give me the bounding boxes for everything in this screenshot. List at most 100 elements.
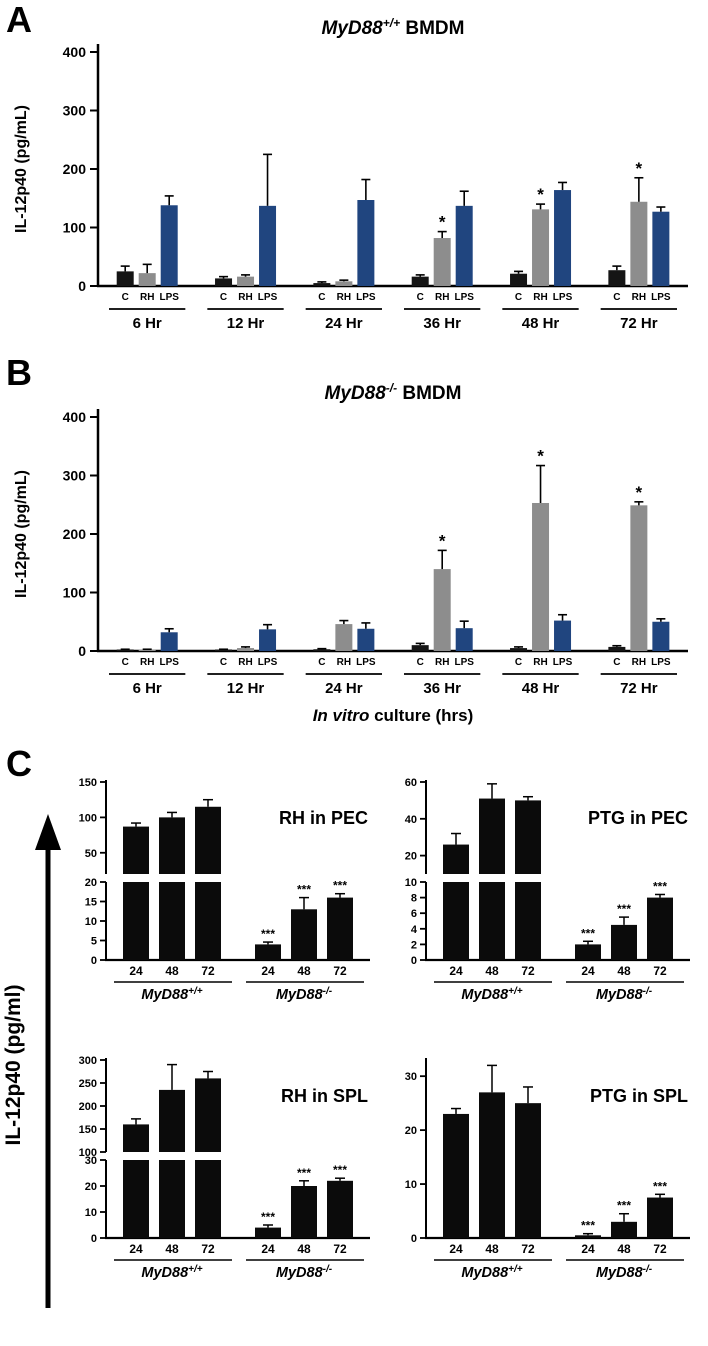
x-tick-label: 48 bbox=[297, 1242, 311, 1256]
significance-stars: *** bbox=[653, 1179, 667, 1193]
group-label: MyD88+/+ bbox=[141, 1264, 202, 1281]
group-label: 24 Hr bbox=[325, 680, 363, 697]
bar-C bbox=[608, 646, 626, 651]
panel-c: C IL-12p40 (pg/ml) 50 100 150 0 5 10 15 20 24 48 7… bbox=[0, 744, 708, 1345]
bar-label: RH bbox=[337, 657, 351, 668]
y-tick-label: 60 bbox=[405, 777, 417, 789]
group-label: 24 Hr bbox=[325, 315, 363, 332]
bar bbox=[479, 1092, 505, 1238]
bar-RH bbox=[630, 201, 648, 286]
x-tick-label: 48 bbox=[485, 964, 499, 978]
bar-upper bbox=[123, 1124, 149, 1152]
panel-c-y-axis: IL-12p40 (pg/ml) bbox=[2, 766, 64, 1345]
group-label: 36 Hr bbox=[423, 680, 461, 697]
panel-c-axis-svg: IL-12p40 (pg/ml) bbox=[2, 814, 61, 1308]
bar bbox=[291, 909, 317, 960]
y-tick-label: 0 bbox=[91, 955, 97, 967]
bar-label: LPS bbox=[651, 657, 671, 668]
bar-LPS bbox=[652, 211, 670, 286]
x-tick-label: 72 bbox=[521, 964, 535, 978]
y-tick-label: 100 bbox=[63, 220, 87, 236]
bar-upper bbox=[159, 817, 185, 874]
significance-stars: *** bbox=[297, 1166, 311, 1180]
bar bbox=[327, 897, 353, 960]
y-tick-label: 20 bbox=[85, 877, 97, 889]
bar-LPS bbox=[652, 621, 670, 651]
y-tick-label: 150 bbox=[79, 777, 97, 789]
x-tick-label: 48 bbox=[165, 964, 179, 978]
bar bbox=[195, 882, 221, 960]
bar-label: LPS bbox=[651, 292, 671, 303]
bar-C bbox=[215, 278, 233, 286]
y-tick-label: 30 bbox=[85, 1155, 97, 1167]
y-tick-label: 400 bbox=[63, 44, 87, 60]
bar bbox=[327, 1180, 353, 1238]
chart-title: MyD88+/+ BMDM bbox=[322, 16, 465, 39]
chart-rh-spl-mount: 100 150 200 250 300 0 10 20 30 24 48 72 MyD88+/+ *** 2… bbox=[64, 1044, 376, 1316]
x-tick-label: 48 bbox=[617, 1242, 631, 1256]
bar-RH bbox=[237, 276, 255, 286]
bar-C bbox=[215, 649, 233, 651]
x-tick-label: 72 bbox=[653, 964, 667, 978]
x-tick-label: 24 bbox=[449, 1242, 463, 1256]
bar-label: LPS bbox=[356, 292, 376, 303]
y-tick-label: 20 bbox=[405, 1125, 417, 1137]
bar-label: C bbox=[515, 657, 522, 668]
bar-upper bbox=[443, 844, 469, 874]
y-tick-label: 100 bbox=[79, 812, 97, 824]
chart-label: PTG in SPL bbox=[590, 1086, 688, 1106]
bar-label: C bbox=[417, 657, 424, 668]
bar-label: C bbox=[613, 292, 620, 303]
bar-label: C bbox=[122, 657, 129, 668]
bar-C bbox=[411, 645, 429, 651]
group-label: MyD88-/- bbox=[596, 986, 653, 1003]
y-tick-label: 30 bbox=[405, 1071, 417, 1083]
bar-LPS bbox=[160, 205, 178, 286]
bar bbox=[159, 882, 185, 960]
y-tick-label: 40 bbox=[405, 814, 417, 826]
bar-LPS bbox=[554, 190, 572, 286]
bar-label: C bbox=[220, 657, 227, 668]
significance-stars: *** bbox=[333, 1163, 347, 1177]
x-tick-label: 72 bbox=[201, 1242, 215, 1256]
bar bbox=[575, 944, 601, 960]
bar-C bbox=[510, 273, 528, 286]
y-tick-label: 0 bbox=[411, 1233, 417, 1245]
bar-LPS bbox=[357, 628, 375, 651]
x-tick-label: 24 bbox=[581, 964, 595, 978]
bar-label: RH bbox=[533, 657, 547, 668]
x-tick-label: 24 bbox=[129, 1242, 143, 1256]
bar bbox=[123, 882, 149, 960]
bar-label: C bbox=[220, 292, 227, 303]
significance-star: * bbox=[439, 531, 446, 550]
significance-star: * bbox=[636, 159, 643, 178]
bar-C bbox=[313, 283, 331, 286]
y-tick-label: 300 bbox=[63, 468, 87, 484]
y-tick-label: 20 bbox=[405, 851, 417, 863]
panel-c-grid: 50 100 150 0 5 10 15 20 24 48 72 MyD88+/+ *** 24 *** 48… bbox=[64, 766, 696, 1316]
y-tick-label: 10 bbox=[405, 877, 417, 889]
y-tick-label: 250 bbox=[79, 1078, 97, 1090]
y-tick-label: 300 bbox=[63, 103, 87, 119]
bar-RH bbox=[237, 648, 255, 651]
significance-stars: *** bbox=[261, 927, 275, 941]
bar bbox=[291, 1186, 317, 1238]
bar-label: LPS bbox=[258, 657, 278, 668]
chart-title: MyD88-/- BMDM bbox=[325, 381, 462, 404]
significance-stars: *** bbox=[333, 879, 347, 893]
bar bbox=[611, 924, 637, 960]
bar bbox=[255, 944, 281, 960]
bar-label: RH bbox=[140, 657, 154, 668]
significance-stars: *** bbox=[653, 879, 667, 893]
bar bbox=[443, 882, 469, 960]
bar bbox=[515, 1103, 541, 1238]
x-tick-label: 72 bbox=[201, 964, 215, 978]
bar-RH bbox=[335, 624, 353, 651]
bar-label: RH bbox=[435, 657, 449, 668]
bar-C bbox=[313, 649, 331, 651]
significance-stars: *** bbox=[581, 926, 595, 940]
y-tick-label: 2 bbox=[411, 939, 417, 951]
